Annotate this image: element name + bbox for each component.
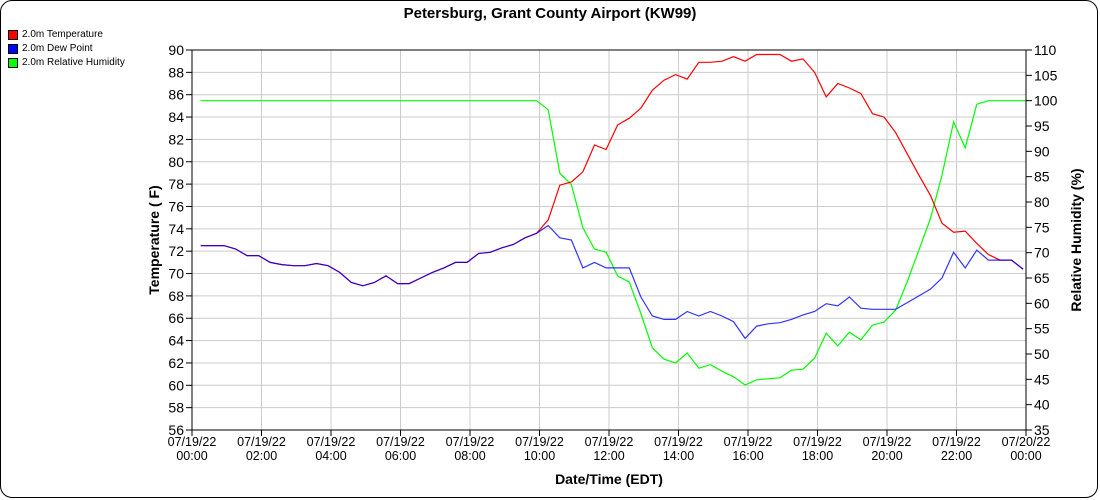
series-line-2-0m-relative-humidity [200,100,1026,386]
x-tick-label: 07/19/22 12:00 [585,435,634,463]
y-tick-label: 86 [168,87,184,103]
legend-label: 2.0m Relative Humidity [22,57,125,68]
x-tick-label: 07/19/22 06:00 [376,435,425,463]
y-tick-label: 68 [168,288,184,304]
y2-tick-label: 110 [1034,42,1057,58]
y-axis-title: Temperature ( F) [146,185,162,294]
legend-swatch [8,44,18,54]
y-tick-label: 64 [168,333,184,349]
series-lines [200,53,1026,386]
legend-swatch [8,58,18,68]
y-tick-label: 62 [168,355,184,371]
x-tick-label: 07/19/22 22:00 [932,435,981,463]
y-tick-label: 60 [168,377,184,393]
y2-tick-label: 70 [1034,245,1050,261]
y2-tick-label: 80 [1034,194,1050,210]
legend-label: 2.0m Dew Point [22,43,93,54]
legend-label: 2.0m Temperature [22,29,103,40]
y2-tick-label: 95 [1034,118,1050,134]
x-tick-label: 07/19/22 02:00 [237,435,286,463]
y2-tick-label: 75 [1034,219,1050,235]
y2-tick-label: 100 [1034,93,1058,109]
y2-axis-title: Relative Humidity (%) [1068,168,1084,311]
y2-tick-label: 60 [1034,295,1050,311]
grid [191,49,1027,431]
y2-tick-label: 40 [1034,397,1050,413]
x-tick-label: 07/19/22 20:00 [863,435,912,463]
legend-item-temperature: 2.0m Temperature [8,28,125,42]
y2-tick-label: 55 [1034,321,1050,337]
y2-tick-label: 90 [1034,143,1050,159]
y2-tick-label: 65 [1034,270,1050,286]
y-tick-label: 82 [168,131,184,147]
chart-title: Petersburg, Grant County Airport (KW99) [403,5,697,22]
x-tick-label: 07/19/22 10:00 [515,435,564,463]
y2-tick-label: 50 [1034,346,1050,362]
y-tick-label: 58 [168,400,184,416]
x-tick-label: 07/19/22 00:00 [168,435,217,463]
legend-swatch [8,30,18,40]
y-tick-label: 56 [168,422,184,438]
y-tick-label: 74 [168,221,184,237]
legend-item-relative-humidity: 2.0m Relative Humidity [8,56,125,70]
series-line-2-0m-dew-point [200,224,1024,340]
x-tick-label: 07/19/22 14:00 [654,435,703,463]
y2-tick-label: 85 [1034,169,1050,185]
y2-tick-label: 45 [1034,371,1050,387]
y-tick-label: 66 [168,310,184,326]
y-tick-label: 70 [168,266,184,282]
y-tick-label: 80 [168,154,184,170]
y2-tick-label: 105 [1034,67,1058,83]
x-tick-label: 07/19/22 16:00 [724,435,773,463]
legend: 2.0m Temperature 2.0m Dew Point 2.0m Rel… [8,28,125,70]
y-tick-label: 84 [168,109,184,125]
y-tick-label: 90 [168,42,184,58]
y-tick-label: 78 [168,176,184,192]
x-tick-label: 07/19/22 18:00 [793,435,842,463]
legend-item-dew-point: 2.0m Dew Point [8,42,125,56]
y-tick-label: 88 [168,64,184,80]
x-axis-title: Date/Time (EDT) [555,471,663,487]
y-tick-label: 76 [168,198,184,214]
x-tick-label: 07/19/22 08:00 [446,435,495,463]
axes: 56 58 60 62 64 66 68 70 72 74 76 78 80 82 84 86 88 90 35 40… [168,42,1058,463]
x-tick-label: 07/20/22 00:00 [1002,435,1051,463]
x-tick-label: 07/19/22 04:00 [307,435,356,463]
y2-tick-label: 35 [1034,422,1050,438]
y-tick-label: 72 [168,243,184,259]
